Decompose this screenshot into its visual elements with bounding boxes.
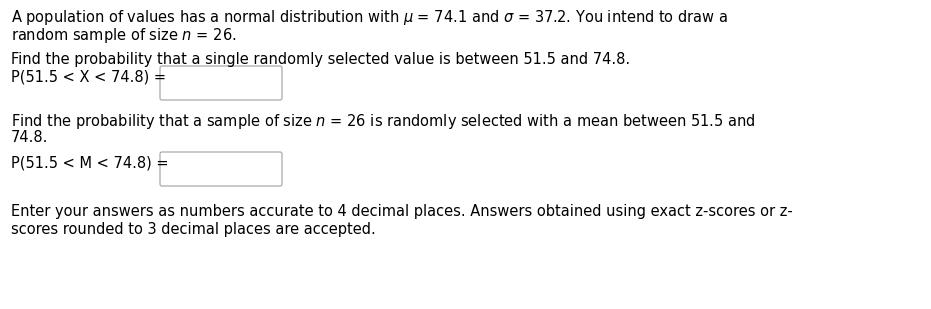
Text: P(51.5 < X < 74.8) =: P(51.5 < X < 74.8) = bbox=[11, 70, 166, 85]
Text: Find the probability that a single randomly selected value is between 51.5 and 7: Find the probability that a single rando… bbox=[11, 52, 630, 67]
FancyBboxPatch shape bbox=[160, 152, 282, 186]
Text: scores rounded to 3 decimal places are accepted.: scores rounded to 3 decimal places are a… bbox=[11, 222, 376, 237]
Text: P(51.5 < M < 74.8) =: P(51.5 < M < 74.8) = bbox=[11, 156, 169, 171]
Text: random sample of size $n$ = 26.: random sample of size $n$ = 26. bbox=[11, 26, 236, 45]
Text: Find the probability that a sample of size $n$ = 26 is randomly selected with a : Find the probability that a sample of si… bbox=[11, 112, 756, 131]
Text: Enter your answers as numbers accurate to 4 decimal places. Answers obtained usi: Enter your answers as numbers accurate t… bbox=[11, 204, 793, 219]
Text: A population of values has a normal distribution with $\mu$ = 74.1 and $\sigma$ : A population of values has a normal dist… bbox=[11, 8, 728, 27]
Text: 74.8.: 74.8. bbox=[11, 130, 48, 145]
FancyBboxPatch shape bbox=[160, 66, 282, 100]
